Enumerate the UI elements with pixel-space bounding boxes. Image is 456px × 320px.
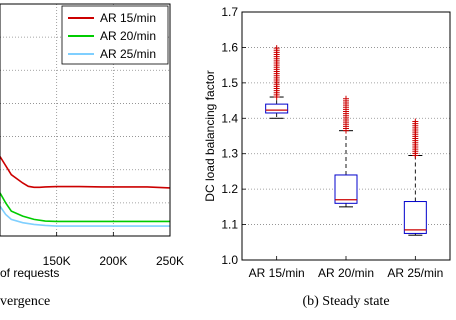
left-legend-label-3: AR 25/min bbox=[100, 47, 156, 61]
left-x-tick-label: 250K bbox=[156, 254, 184, 268]
left-legend-label-1: AR 15/min bbox=[100, 11, 156, 25]
left-series-lines bbox=[0, 156, 171, 227]
right-y-tick-label: 1.6 bbox=[221, 40, 238, 54]
steady-state-boxplot: 1.0 1.1 1.2 1.3 1.4 1.5 1.6 1.7 DC load balanci… bbox=[203, 5, 451, 280]
right-y-tick-label: 1.0 bbox=[221, 253, 238, 267]
outlier-marker bbox=[273, 45, 280, 52]
left-series-line-2 bbox=[0, 192, 170, 223]
left-series-line-1 bbox=[0, 156, 171, 189]
right-y-tick-label: 1.5 bbox=[221, 76, 238, 90]
right-caption: (b) Steady state bbox=[302, 294, 389, 309]
left-x-axis-label: of requests bbox=[0, 266, 59, 280]
right-y-tick-label: 1.1 bbox=[221, 218, 238, 232]
iqr-box bbox=[265, 103, 289, 114]
left-legend: AR 15/min AR 20/min AR 25/min bbox=[61, 5, 169, 65]
right-y-tick-labels: 1.0 1.1 1.2 1.3 1.4 1.5 1.6 1.7 bbox=[221, 5, 246, 267]
right-y-tick-label: 1.4 bbox=[221, 111, 238, 125]
box-3 bbox=[403, 118, 427, 236]
iqr-box bbox=[403, 201, 427, 234]
box-2 bbox=[334, 95, 358, 208]
outlier-marker bbox=[343, 95, 349, 102]
left-series-line-3 bbox=[0, 205, 170, 227]
outliers bbox=[273, 45, 280, 101]
right-y-tick-label: 1.7 bbox=[221, 5, 238, 19]
left-legend-label-2: AR 20/min bbox=[100, 29, 156, 43]
right-x-tick-label: AR 20/min bbox=[318, 266, 374, 280]
iqr-box bbox=[334, 174, 358, 204]
right-y-axis-label: DC load balancing factor bbox=[203, 70, 217, 201]
right-boxes bbox=[265, 45, 427, 236]
right-y-tick-label: 1.3 bbox=[221, 147, 238, 161]
convergence-chart: 150K 200K 250K of requests AR 15/min AR 20/… bbox=[0, 3, 184, 280]
left-x-tick-label: 200K bbox=[99, 254, 127, 268]
left-caption: vergence bbox=[0, 294, 50, 309]
left-plot-frame bbox=[0, 3, 171, 237]
box-1 bbox=[265, 45, 289, 119]
right-y-tick-label: 1.2 bbox=[221, 182, 238, 196]
outlier-marker bbox=[412, 118, 419, 125]
outliers bbox=[412, 118, 419, 159]
outliers bbox=[343, 95, 349, 134]
right-x-tick-label: AR 25/min bbox=[387, 266, 443, 280]
right-x-tick-label: AR 15/min bbox=[249, 266, 305, 280]
left-x-tick-labels: 150K 200K 250K bbox=[43, 232, 184, 268]
right-x-tick-labels: AR 15/min AR 20/min AR 25/min bbox=[249, 256, 443, 280]
left-x-tick-label: 150K bbox=[43, 254, 71, 268]
